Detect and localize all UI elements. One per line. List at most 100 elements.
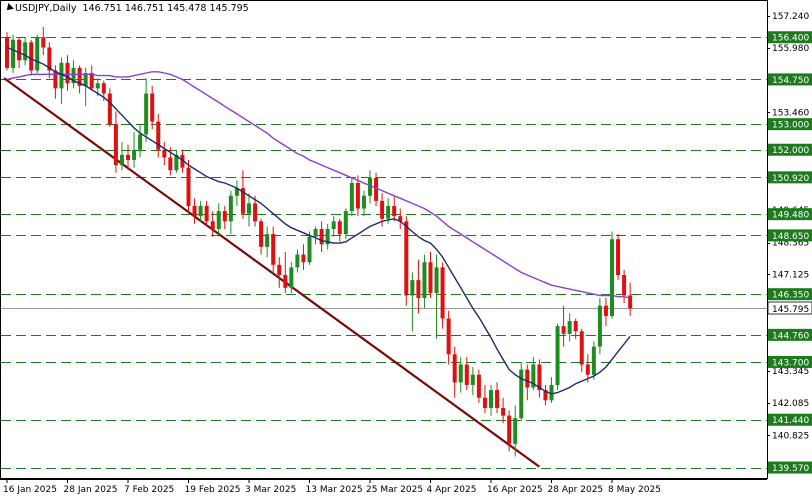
candle-bull — [71, 67, 76, 84]
candle-bear — [168, 157, 173, 171]
candle-bear — [186, 167, 191, 206]
candle-bull — [368, 177, 372, 196]
candle-bear — [616, 239, 621, 276]
candle-bull — [198, 205, 203, 217]
candle-bull — [470, 374, 475, 385]
moving-average-fast — [6, 46, 631, 395]
candle-bull — [247, 203, 251, 214]
level-label: 139.570 — [772, 464, 809, 474]
candle-bull — [513, 418, 518, 444]
candle-bear — [404, 221, 409, 296]
candle-bull — [132, 149, 137, 160]
candle-bull — [549, 384, 554, 401]
candle-bull — [531, 364, 536, 388]
x-tick-label: 13 Mar 2025 — [306, 485, 363, 495]
level-label: 153.000 — [772, 121, 809, 131]
candle-bull — [138, 134, 143, 150]
candle-bear — [101, 83, 106, 94]
candle-bear — [77, 67, 82, 86]
trendline — [3, 77, 541, 468]
candle-bear — [543, 390, 548, 401]
plot-frame — [0, 0, 768, 479]
candle-bull — [228, 195, 233, 222]
candle-bull — [519, 369, 524, 419]
x-tick-label: 28 Jan 2025 — [64, 485, 118, 495]
candle-bull — [119, 154, 124, 166]
candle-bull — [11, 39, 16, 68]
y-tick-label: 148.365 — [772, 239, 809, 249]
x-tick-label: 3 Mar 2025 — [245, 485, 296, 495]
candle-bull — [95, 83, 100, 89]
level-label: 143.700 — [772, 358, 809, 368]
x-tick-label: 8 May 2025 — [608, 485, 661, 495]
candle-bull — [216, 211, 221, 229]
level-label-box — [768, 143, 812, 156]
candle-bear — [253, 203, 258, 222]
moving-average-slow — [6, 71, 631, 299]
candle-bear — [5, 37, 9, 68]
candle-bear — [240, 188, 245, 214]
y-tick-label: 153.460 — [772, 108, 809, 118]
level-label-box — [768, 461, 812, 474]
level-label: 156.400 — [772, 34, 809, 44]
candle-bear — [150, 93, 155, 122]
candle-bull — [343, 211, 348, 235]
candle-bear — [440, 267, 445, 319]
candle-bear — [47, 47, 52, 71]
x-tick-label: 4 Apr 2025 — [427, 485, 477, 495]
candle-bear — [259, 221, 264, 247]
candle-bull — [295, 254, 300, 268]
candle-bear — [398, 216, 403, 222]
level-label-box — [768, 31, 812, 44]
candle-bull — [144, 93, 149, 135]
level-label-box — [768, 171, 812, 184]
candle-bear — [380, 200, 385, 219]
candle-bear — [495, 390, 500, 408]
candle-bear — [53, 70, 58, 89]
candle-bull — [307, 236, 312, 263]
candle-bear — [222, 211, 227, 222]
candle-bull — [289, 267, 294, 288]
level-label: 150.920 — [772, 174, 809, 184]
x-tick-label: 16 Jan 2025 — [3, 485, 57, 495]
candle-bull — [361, 195, 366, 209]
candle-bear — [482, 397, 487, 408]
candle-bear — [162, 149, 167, 158]
candle-bull — [567, 321, 572, 334]
candle-bear — [355, 182, 360, 209]
symbol-label: USDJPY,Daily — [15, 3, 77, 14]
quote-label: 146.751 146.751 145.478 145.795 — [82, 3, 249, 14]
y-tick-label: 157.240 — [772, 12, 809, 22]
candle-bear — [452, 354, 457, 383]
candle-bear — [579, 331, 584, 365]
candle-bull — [591, 346, 596, 375]
candle-bull — [597, 305, 602, 347]
candle-bear — [507, 415, 512, 444]
candle-bull — [422, 262, 427, 299]
candle-bull — [555, 326, 560, 385]
candle-bear — [573, 321, 578, 332]
candle-bear — [525, 369, 530, 388]
candle-bear — [416, 280, 421, 299]
chart-title: USDJPY,Daily 146.751 146.751 145.478 145… — [4, 3, 249, 14]
x-tick-label: 19 Feb 2025 — [185, 485, 241, 495]
level-label-box — [768, 73, 812, 86]
candle-bear — [65, 62, 70, 84]
candle-bear — [126, 154, 130, 160]
candle-bear — [501, 407, 506, 416]
candle-bear — [603, 305, 608, 316]
candle-bear — [476, 374, 481, 398]
level-label-box — [768, 229, 812, 242]
candle-bear — [428, 262, 433, 293]
candle-bear — [301, 254, 306, 263]
level-label: 141.440 — [772, 416, 809, 426]
level-label-box — [768, 413, 812, 426]
candle-bear — [446, 318, 451, 355]
y-tick-label: 142.085 — [772, 399, 809, 409]
x-tick-label: 16 Apr 2025 — [487, 485, 543, 495]
candle-bear — [561, 326, 566, 334]
x-tick-label: 7 Feb 2025 — [124, 485, 174, 495]
candle-bull — [325, 228, 330, 245]
level-label: 146.350 — [772, 291, 809, 301]
